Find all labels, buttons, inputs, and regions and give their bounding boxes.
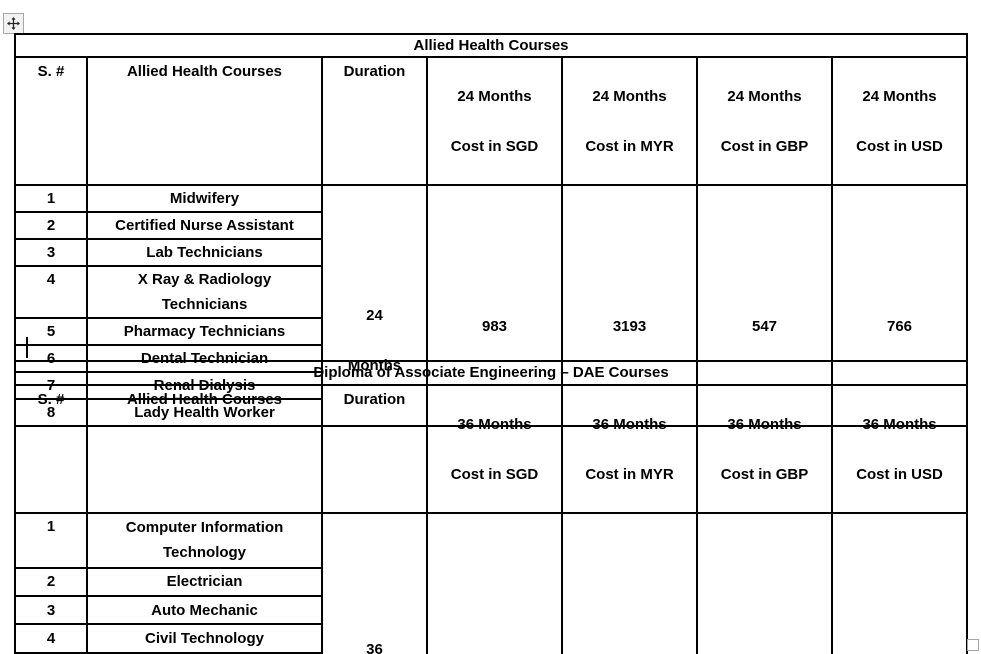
serial-cell[interactable]: 3: [14, 238, 88, 267]
header-line-1: 36 Months: [862, 416, 937, 433]
table-row: 3 Auto Mechanic: [14, 595, 967, 626]
table2-cost-gbp-cell[interactable]: 920: [696, 512, 833, 654]
serial-cell[interactable]: 1: [14, 184, 88, 213]
table-row: 2 Electrician: [14, 566, 967, 598]
header-line-2: Cost in MYR: [585, 466, 674, 483]
table2-title-cell[interactable]: Diploma of Associate Engineering – DAE C…: [13, 360, 969, 386]
table-move-handle[interactable]: [3, 13, 24, 34]
table2-cost-myr-cell[interactable]: 5367: [561, 512, 698, 654]
table-resize-handle[interactable]: [967, 639, 979, 651]
header-line-2: Cost in SGD: [450, 138, 539, 155]
table2-header-cost-gbp[interactable]: 36 Months Cost in GBP: [696, 384, 833, 514]
table2-header-cost-myr[interactable]: 36 Months Cost in MYR: [561, 384, 698, 514]
table2-header-duration[interactable]: Duration: [321, 384, 428, 514]
table-row: 4 X Ray & Radiology Technicians: [14, 265, 967, 319]
header-line-1: 24 Months: [862, 88, 937, 105]
course-cell[interactable]: Certified Nurse Assistant: [86, 211, 323, 240]
table-row: 5 Pharmacy Technicians: [14, 317, 967, 346]
table2-cost-usd-cell[interactable]: 1288: [830, 512, 969, 654]
course-cell[interactable]: Lab Technicians: [86, 238, 323, 267]
course-cell[interactable]: Civil Technology: [86, 623, 323, 654]
header-line-2: Cost in USD: [856, 466, 943, 483]
header-line-2: Cost in GBP: [720, 466, 809, 483]
course-cell[interactable]: Mechanical Technology: [86, 651, 323, 654]
header-line-2: Cost in SGD: [450, 466, 539, 483]
table-row: 2 Certified Nurse Assistant: [14, 211, 967, 240]
table1-header-duration[interactable]: Duration: [321, 56, 428, 186]
table2-duration-cell[interactable]: 36 Months: [321, 512, 428, 654]
table2-header-serial[interactable]: S. #: [14, 384, 88, 514]
header-line-1: 24 Months: [727, 88, 802, 105]
serial-cell[interactable]: 4: [14, 623, 88, 654]
table1-header-course[interactable]: Allied Health Courses: [86, 56, 323, 186]
serial-cell[interactable]: 2: [14, 566, 88, 598]
serial-cell[interactable]: 5: [14, 651, 88, 654]
header-line-2: Cost in MYR: [585, 138, 674, 155]
table1-header-cost-usd[interactable]: 24 Months Cost in USD: [830, 56, 969, 186]
course-cell[interactable]: Auto Mechanic: [86, 595, 323, 626]
dae-courses-table: Diploma of Associate Engineering – DAE C…: [13, 360, 969, 654]
table2-header-cost-sgd[interactable]: 36 Months Cost in SGD: [426, 384, 563, 514]
table2-header-course[interactable]: Allied Health Courses: [86, 384, 323, 514]
serial-cell[interactable]: 4: [14, 265, 88, 319]
course-cell[interactable]: Midwifery: [86, 184, 323, 213]
table1-header-serial[interactable]: S. #: [14, 56, 88, 186]
serial-cell[interactable]: 2: [14, 211, 88, 240]
table1-header-cost-sgd[interactable]: 24 Months Cost in SGD: [426, 56, 563, 186]
table-row: 1 Midwifery 24 Months 983 3193 547 766: [14, 184, 969, 427]
header-line-1: 36 Months: [457, 416, 532, 433]
duration-line-1: 24: [366, 307, 383, 324]
course-cell[interactable]: X Ray & Radiology Technicians: [86, 265, 323, 319]
table2-header-cost-usd[interactable]: 36 Months Cost in USD: [830, 384, 969, 514]
table-row: 3 Lab Technicians: [14, 238, 967, 267]
course-cell[interactable]: Computer Information Technology: [86, 512, 323, 569]
table-row: 5 Mechanical Technology: [14, 651, 967, 654]
table-row: 1 Computer Information Technology 36 Mon…: [14, 512, 969, 654]
serial-cell[interactable]: 1: [14, 512, 88, 569]
table-row: 4 Civil Technology: [14, 623, 967, 654]
table1-header-cost-gbp[interactable]: 24 Months Cost in GBP: [696, 56, 833, 186]
header-line-2: Cost in GBP: [720, 138, 809, 155]
course-cell[interactable]: Pharmacy Technicians: [86, 317, 323, 346]
header-line-1: 36 Months: [727, 416, 802, 433]
duration-line-1: 36: [366, 641, 383, 654]
table1-header-cost-myr[interactable]: 24 Months Cost in MYR: [561, 56, 698, 186]
header-line-1: 24 Months: [457, 88, 532, 105]
table1-title-cell[interactable]: Allied Health Courses: [13, 33, 969, 58]
header-line-2: Cost in USD: [856, 138, 943, 155]
table2-cost-sgd-cell[interactable]: 1661: [426, 512, 563, 654]
serial-cell[interactable]: 3: [14, 595, 88, 626]
text-cursor: [26, 337, 28, 358]
move-cross-icon: [7, 17, 20, 30]
course-cell[interactable]: Electrician: [86, 566, 323, 598]
header-line-1: 36 Months: [592, 416, 667, 433]
header-line-1: 24 Months: [592, 88, 667, 105]
